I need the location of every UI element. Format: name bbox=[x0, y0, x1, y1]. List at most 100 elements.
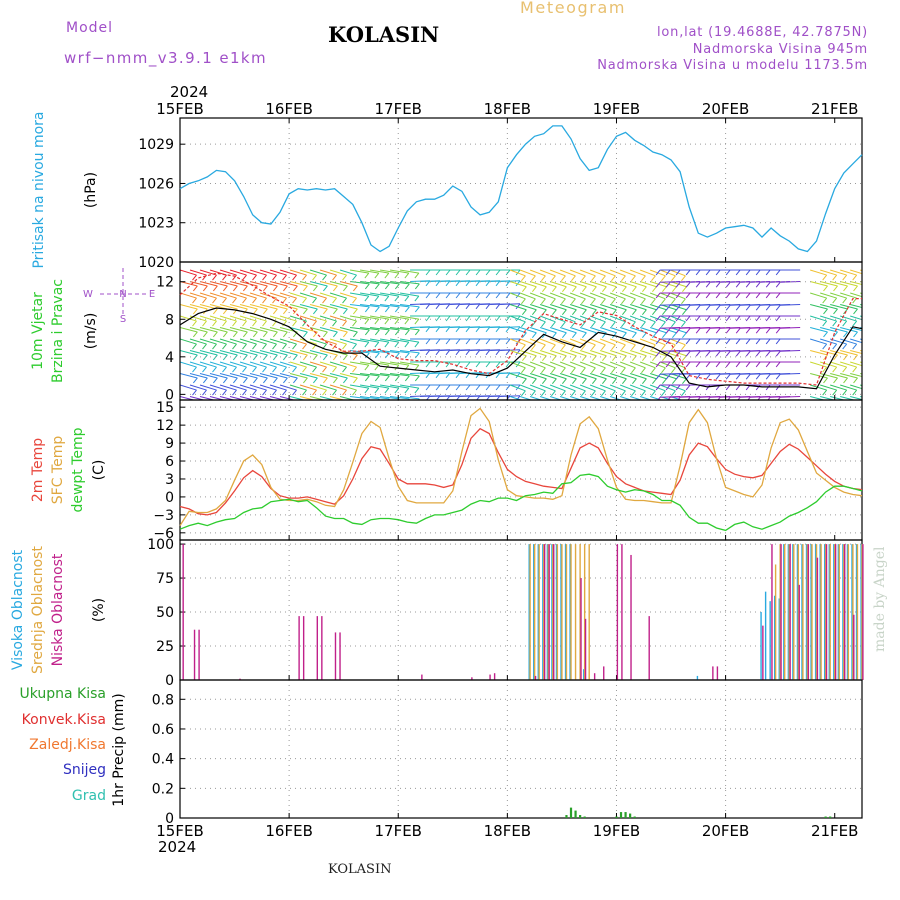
wind-barb-tick bbox=[312, 308, 318, 315]
wind-barb-tick bbox=[540, 275, 546, 282]
wind-barb-tick bbox=[682, 378, 687, 385]
wind-barb-tick bbox=[212, 366, 217, 373]
wind-barb bbox=[509, 315, 526, 323]
wind-barb bbox=[309, 338, 327, 345]
wind-barb bbox=[269, 315, 287, 322]
wind-barb bbox=[229, 304, 248, 310]
wind-barb-tick bbox=[445, 292, 451, 299]
wind-barb-tick bbox=[725, 304, 731, 311]
wind-barb bbox=[229, 281, 248, 287]
wind-barb bbox=[319, 361, 337, 368]
wind-barb-tick bbox=[445, 338, 451, 345]
wind-barb-tick bbox=[832, 343, 838, 350]
wind-barb bbox=[180, 327, 198, 333]
wind-barb bbox=[549, 361, 566, 369]
wind-barb-tick bbox=[551, 378, 557, 385]
wind-barb-tick bbox=[292, 285, 298, 292]
wind-barb bbox=[629, 327, 647, 334]
wind-barb-tick bbox=[530, 367, 536, 374]
wind-barb-tick bbox=[202, 285, 208, 292]
wind-barb bbox=[830, 350, 848, 356]
wind-barb bbox=[399, 373, 420, 377]
wind-barb bbox=[559, 373, 577, 380]
wind-barb bbox=[219, 373, 238, 379]
wind-barb bbox=[539, 292, 556, 300]
wind-barb bbox=[399, 338, 419, 343]
wind-barb-tick bbox=[445, 315, 451, 322]
wind-barb bbox=[389, 292, 409, 297]
wind-barb bbox=[209, 396, 226, 400]
wind-barb bbox=[199, 327, 218, 333]
wind-barb-tick bbox=[685, 281, 691, 288]
wind-barb-tick bbox=[202, 320, 207, 327]
wind-barb-tick bbox=[283, 401, 287, 406]
wind-barb bbox=[329, 384, 347, 391]
wind-barb bbox=[860, 384, 862, 387]
wind-barb-tick bbox=[192, 343, 197, 350]
wind-barb-tick bbox=[853, 285, 858, 292]
wind-barb-tick bbox=[262, 366, 267, 373]
wind-barb-tick bbox=[364, 318, 370, 325]
wind-barb-tick bbox=[665, 373, 671, 380]
wind-barb bbox=[369, 269, 389, 274]
wind-barb bbox=[359, 269, 379, 274]
wind-barb bbox=[359, 304, 380, 308]
wind-barb bbox=[339, 292, 357, 299]
wind-barb bbox=[500, 280, 521, 282]
precip-legend-label: Ukupna Kisa bbox=[19, 686, 106, 702]
wind-barb-tick bbox=[661, 344, 666, 351]
wind-barb bbox=[529, 373, 547, 380]
wind-barb-tick bbox=[665, 304, 671, 311]
wind-barb-tick bbox=[515, 349, 521, 356]
wind-barb bbox=[609, 327, 627, 334]
y-tick-label: 1023 bbox=[138, 216, 174, 232]
wind-barb-tick bbox=[384, 387, 390, 394]
wind-barb bbox=[549, 396, 563, 400]
wind-barb-tick bbox=[665, 327, 671, 334]
wind-barb-tick bbox=[352, 366, 357, 373]
wind-barb-tick bbox=[652, 332, 657, 339]
y-tick-label: 75 bbox=[156, 571, 174, 587]
wind-barb bbox=[549, 281, 567, 288]
cloud-mid-label: Srednja Oblacnost bbox=[30, 546, 46, 674]
wind-barb bbox=[180, 304, 198, 310]
wind-barb-tick bbox=[822, 389, 828, 396]
x-tick-label-bottom: 15FEB bbox=[156, 822, 203, 840]
wind-barb bbox=[289, 361, 307, 368]
wind-barb bbox=[269, 361, 287, 368]
wind-barb-tick bbox=[302, 274, 307, 281]
wind-barb bbox=[599, 281, 617, 288]
series-line bbox=[179, 473, 863, 532]
wind-barb-tick bbox=[222, 389, 227, 396]
wind-barb-tick bbox=[571, 286, 577, 293]
wind-barb-tick bbox=[665, 350, 671, 357]
wind-barb-tick bbox=[445, 269, 451, 276]
wind-barb bbox=[299, 338, 317, 345]
wind-barb-tick bbox=[435, 338, 441, 345]
wind-barb bbox=[519, 315, 536, 323]
wind-barb bbox=[529, 292, 546, 300]
wind-barb-tick bbox=[665, 384, 671, 391]
wind-barb bbox=[309, 373, 328, 379]
wind-barb bbox=[589, 373, 607, 380]
wind-barb bbox=[359, 338, 379, 343]
cloud-low-label: Niska Oblacnost bbox=[50, 553, 66, 666]
wind-barb-tick bbox=[601, 321, 606, 328]
wind-barb bbox=[379, 338, 399, 343]
panel-frame bbox=[179, 117, 863, 263]
wind-barb-tick bbox=[671, 321, 676, 328]
wind-barb-tick bbox=[823, 331, 828, 338]
wind-barb-tick bbox=[844, 401, 848, 406]
wind-barb-tick bbox=[515, 303, 521, 310]
wind-barb-tick bbox=[671, 367, 676, 374]
wind-barb bbox=[830, 338, 847, 345]
wind-barb-tick bbox=[435, 361, 441, 368]
wind-barb-tick bbox=[404, 283, 410, 290]
wind-barb-tick bbox=[414, 272, 420, 279]
wind-barb bbox=[840, 269, 857, 276]
wind-barb-tick bbox=[414, 375, 420, 382]
wind-barb-tick bbox=[262, 343, 267, 350]
wind-barb-tick bbox=[591, 286, 597, 293]
wind-barb-tick bbox=[374, 341, 380, 348]
wind-barb bbox=[589, 384, 606, 392]
